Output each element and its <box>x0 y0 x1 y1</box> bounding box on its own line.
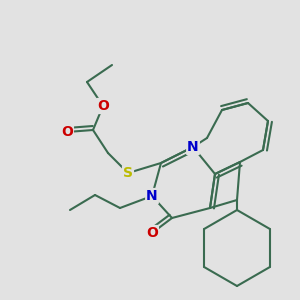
Text: N: N <box>187 140 199 154</box>
Text: S: S <box>123 166 133 180</box>
Text: O: O <box>61 125 73 139</box>
Text: O: O <box>146 226 158 240</box>
Text: O: O <box>97 99 109 113</box>
Text: N: N <box>146 189 158 203</box>
